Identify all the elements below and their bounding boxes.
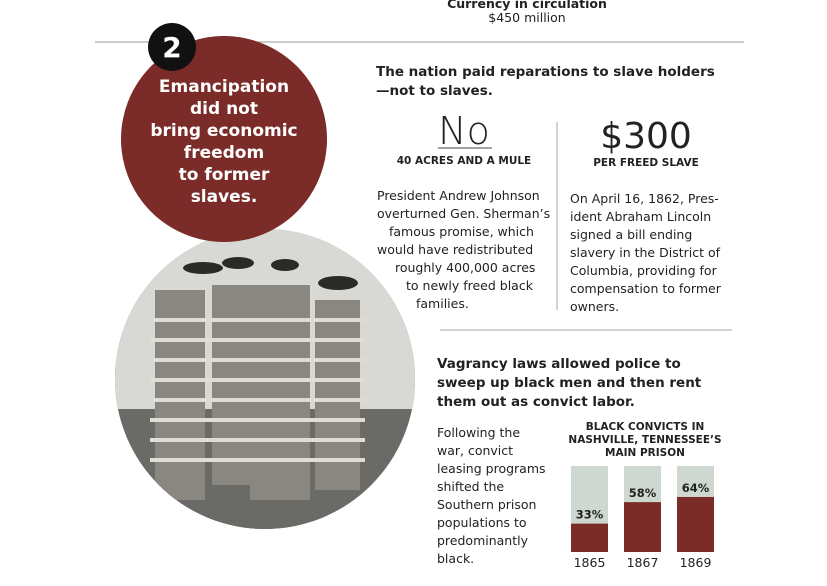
headline-line: freedom <box>184 143 264 163</box>
bar <box>571 523 608 552</box>
paragraph-line: owners. <box>570 299 619 314</box>
paragraph-line: Columbia, providing for <box>570 263 718 278</box>
paragraph-line: Following the <box>437 425 520 440</box>
chart-title: NASHVILLE, TENNESSEE’S <box>568 434 721 446</box>
badge <box>148 23 196 71</box>
heading-line: The nation paid reparations to slave hol… <box>376 64 715 80</box>
badge-number: 2 <box>162 31 181 64</box>
paragraph-line: would have redistributed <box>377 242 533 257</box>
bar <box>677 496 714 552</box>
paragraph-line: signed a bill ending <box>570 227 692 242</box>
value-label: 33% <box>576 508 604 522</box>
paragraph-line: families. <box>416 296 469 311</box>
paragraph-line: On April 16, 1862, Pres- <box>570 191 719 206</box>
x-tick-label: 1867 <box>627 555 659 570</box>
headline-line: did not <box>190 99 258 119</box>
paragraph-line: war, convict <box>437 443 513 458</box>
big-left: No <box>438 109 490 153</box>
x-tick-label: 1865 <box>574 555 606 570</box>
paragraph-line: roughly 400,000 acres <box>395 260 535 275</box>
paragraph-line: compensation to former <box>570 281 722 296</box>
heading-line: them out as convict labor. <box>437 394 635 410</box>
heading-line: Vagrancy laws allowed police to <box>437 356 681 372</box>
value-label: 58% <box>629 486 657 500</box>
paragraph-line: ident Abraham Lincoln <box>570 209 711 224</box>
paragraph-line: President Andrew Johnson <box>377 188 540 203</box>
paragraph-line: overturned Gen. Sherman’s <box>377 206 550 221</box>
paragraph-line: populations to <box>437 515 527 530</box>
paragraph-line: shifted the <box>437 479 504 494</box>
paragraph-line: black. <box>437 551 474 566</box>
headline-line: Emancipation <box>159 77 289 97</box>
photo <box>115 229 415 529</box>
paragraph-line: Southern prison <box>437 497 536 512</box>
bar <box>624 502 661 552</box>
paragraph-line: slavery in the District of <box>570 245 721 260</box>
chart-title: MAIN PRISON <box>605 447 685 459</box>
caption-right: PER FREED SLAVE <box>593 157 699 169</box>
headline-line: to former <box>179 165 270 185</box>
top-label: Currency in circulation <box>447 0 607 11</box>
heading-line: sweep up black men and then rent <box>437 375 702 391</box>
paragraph-line: leasing programs <box>437 461 546 476</box>
x-tick-label: 1869 <box>680 555 712 570</box>
headline-line: slaves. <box>191 187 258 207</box>
top-value: $450 million <box>488 10 565 25</box>
chart-title: BLACK CONVICTS IN <box>586 421 705 433</box>
paragraph-line: famous promise, which <box>389 224 534 239</box>
paragraph-line: predominantly <box>437 533 529 548</box>
big-right: $300 <box>600 116 692 157</box>
value-label: 64% <box>682 481 710 495</box>
caption-left: 40 ACRES AND A MULE <box>397 155 531 167</box>
paragraph-line: to newly freed black <box>406 278 534 293</box>
headline-line: bring economic <box>150 121 297 141</box>
headline-circle <box>121 36 327 242</box>
heading-line: —not to slaves. <box>376 83 493 99</box>
